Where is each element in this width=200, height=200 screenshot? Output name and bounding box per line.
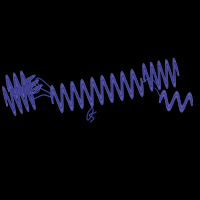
Polygon shape [6,71,32,99]
Polygon shape [160,91,192,112]
Polygon shape [3,81,35,115]
Polygon shape [51,70,143,112]
Polygon shape [21,75,42,94]
Polygon shape [143,59,179,91]
